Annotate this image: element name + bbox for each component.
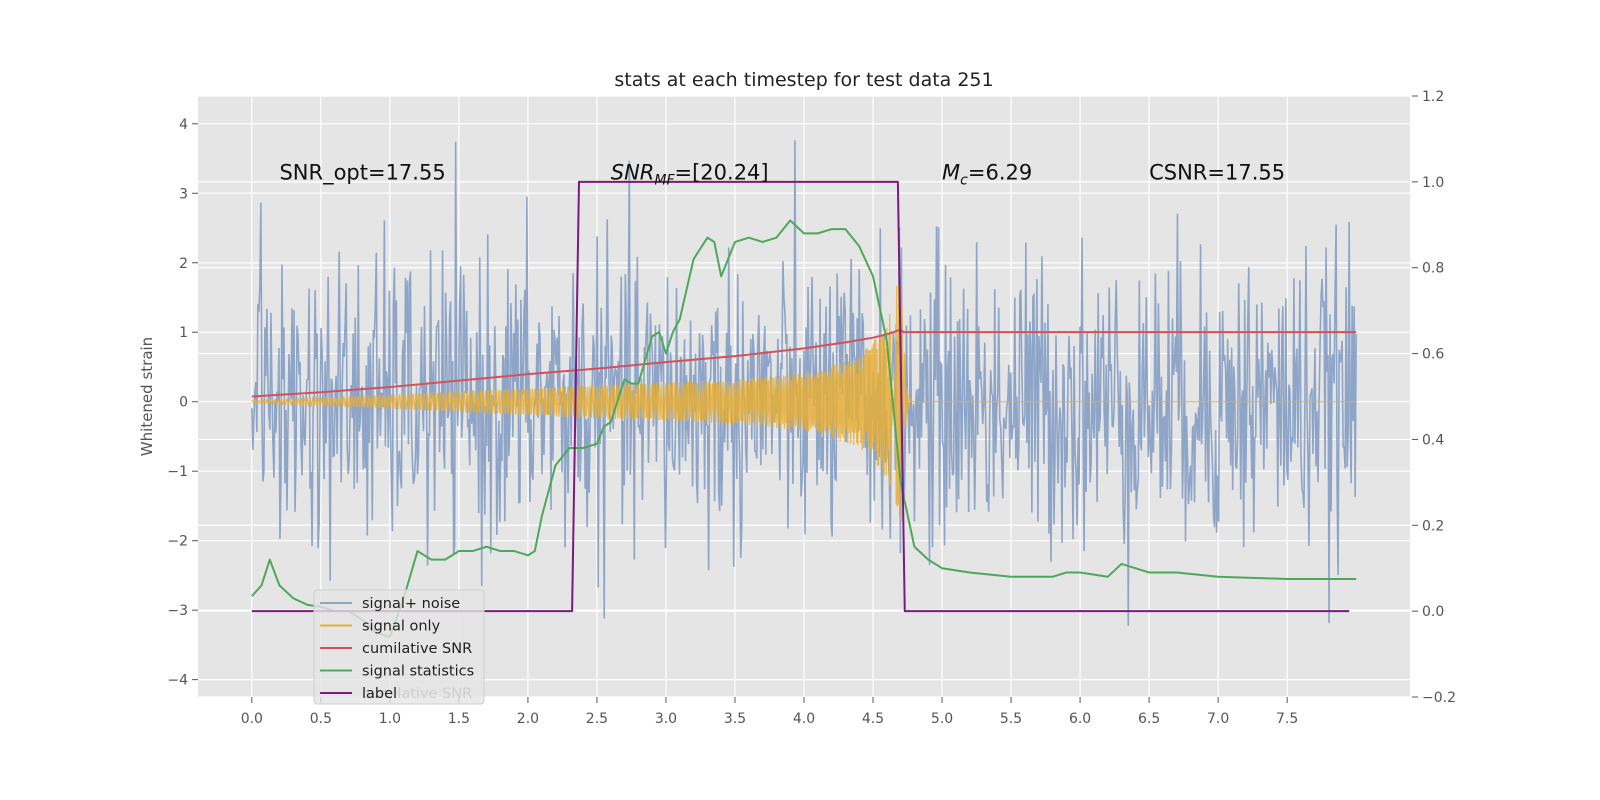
y-axis-label: Whitened strain bbox=[138, 337, 156, 456]
y-tick-label: 4 bbox=[179, 117, 188, 133]
legend-label: signal only bbox=[362, 619, 441, 635]
x-tick-label: 7.0 bbox=[1207, 711, 1229, 727]
y2-tick-label: 1.2 bbox=[1422, 89, 1444, 105]
x-tick-label: 4.5 bbox=[862, 711, 884, 727]
legend-label: cumilative SNR bbox=[362, 641, 472, 657]
series-signal-noise bbox=[251, 140, 1357, 626]
y-tick-label: 2 bbox=[179, 256, 188, 272]
x-tick-label: 1.0 bbox=[379, 711, 401, 727]
x-tick-label: 2.5 bbox=[586, 711, 608, 727]
series-label bbox=[251, 180, 1350, 613]
x-tick-label: 6.0 bbox=[1069, 711, 1091, 727]
y-tick-label: −1 bbox=[167, 464, 188, 480]
y2-tick-label: 0.4 bbox=[1422, 432, 1444, 448]
series-signal-only bbox=[251, 285, 1357, 522]
x-tick-label: 6.5 bbox=[1138, 711, 1160, 727]
annotation: SNRMF=[20.24] bbox=[611, 160, 769, 188]
x-tick-label: 0.5 bbox=[310, 711, 332, 727]
x-tick-label: 5.5 bbox=[1000, 711, 1022, 727]
y-tick-label: 3 bbox=[179, 186, 188, 202]
chart-title: stats at each timestep for test data 251 bbox=[614, 69, 993, 91]
legend-ghost-text: cumilative SNR bbox=[362, 686, 472, 702]
right-y-axis: 1.2 1.0 0.8 0.6 0.4 0.2 0.0 −0.2 bbox=[1412, 89, 1456, 706]
left-y-axis: 4 3 2 1 0 −1 −2 −3 −4 bbox=[167, 117, 198, 689]
x-tick-label: 2.0 bbox=[517, 711, 539, 727]
y-tick-label: −4 bbox=[167, 673, 188, 689]
legend-label: label bbox=[362, 686, 397, 702]
annotation: CSNR=17.55 bbox=[1149, 160, 1285, 184]
x-tick-label: 0.0 bbox=[241, 711, 263, 727]
annotations: SNR_opt=17.55 SNRMF=[20.24] Mc=6.29 CSNR=17… bbox=[279, 160, 1285, 188]
y-tick-label: −3 bbox=[167, 603, 188, 619]
y2-tick-label: 0.8 bbox=[1422, 261, 1444, 277]
legend-label: signal statistics bbox=[362, 664, 474, 680]
y-tick-label: −2 bbox=[167, 534, 188, 550]
x-tick-label: 3.0 bbox=[655, 711, 677, 727]
x-tick-label: 5.0 bbox=[931, 711, 953, 727]
y-tick-label: 0 bbox=[179, 395, 188, 411]
y2-tick-label: 0.2 bbox=[1422, 518, 1444, 534]
y2-tick-label: −0.2 bbox=[1422, 690, 1456, 706]
y-tick-label: 1 bbox=[179, 325, 188, 341]
series-cumilative-snr bbox=[251, 328, 1357, 398]
x-tick-label: 3.5 bbox=[724, 711, 746, 727]
x-axis: 0.0 0.5 1.0 1.5 2.0 2.5 3.0 3.5 4.0 4.5 5.0 5.5 6.0 6… bbox=[241, 697, 1298, 727]
legend-label: signal+ noise bbox=[362, 596, 460, 612]
x-tick-label: 7.5 bbox=[1276, 711, 1298, 727]
y2-tick-label: 0.6 bbox=[1422, 347, 1444, 363]
y2-tick-label: 1.0 bbox=[1422, 175, 1444, 191]
x-tick-label: 4.0 bbox=[793, 711, 815, 727]
annotation: SNR_opt=17.55 bbox=[279, 160, 445, 185]
y2-tick-label: 0.0 bbox=[1422, 604, 1444, 620]
legend: cumilative SNR signal+ noise signal only cu… bbox=[313, 589, 485, 705]
annotation: Mc=6.29 bbox=[942, 160, 1032, 188]
legend-box bbox=[313, 589, 485, 705]
x-tick-label: 1.5 bbox=[448, 711, 470, 727]
